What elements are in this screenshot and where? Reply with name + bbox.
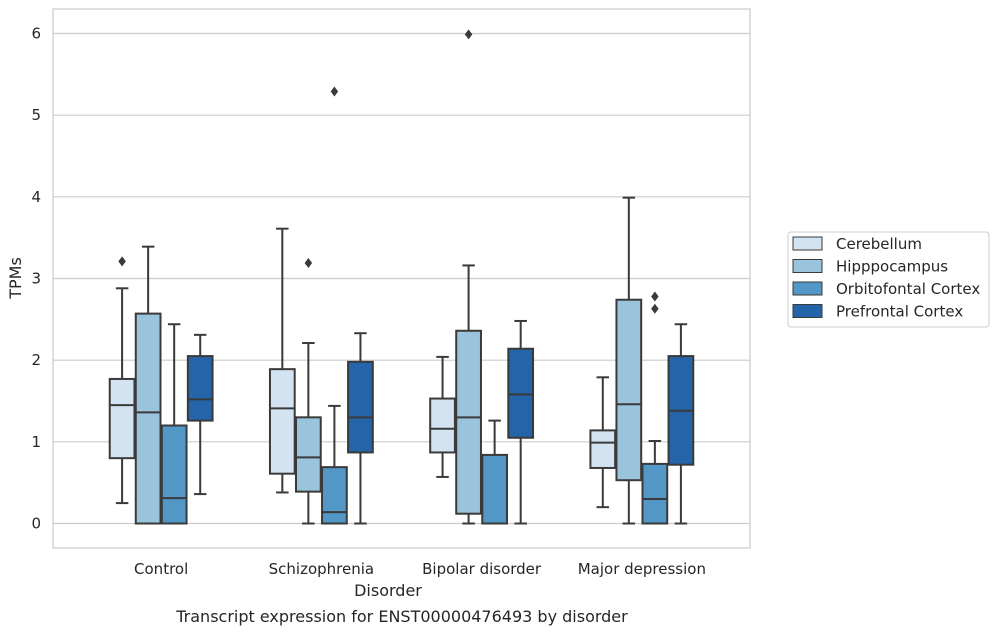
box-iqr (294, 416, 322, 493)
x-axis-ticks: Control Schizophrenia Bipolar disorder Majo… (134, 560, 706, 578)
x-tick-label: Control (134, 560, 188, 578)
box-2-2 (481, 419, 509, 525)
box-iqr (268, 368, 296, 475)
x-axis-label: Disorder (354, 581, 422, 600)
box-3-0 (186, 333, 214, 496)
box-iqr (347, 360, 374, 454)
y-tick-label: 5 (31, 106, 41, 124)
y-tick-label: 4 (31, 188, 41, 206)
legend-label: Hipppocampus (836, 258, 948, 276)
y-tick-label: 3 (31, 270, 41, 288)
outlier-point (304, 257, 313, 268)
chart-caption: Transcript expression for ENST0000047649… (175, 607, 628, 626)
box-iqr (321, 466, 348, 525)
legend-frame (787, 231, 990, 328)
box-2-1 (321, 86, 348, 525)
box-series (108, 29, 695, 525)
x-tick-label: Bipolar disorder (422, 560, 542, 578)
box-0-3 (589, 376, 617, 509)
box-1-2 (455, 29, 482, 525)
plot-area-frame (52, 8, 751, 549)
legend-swatch (792, 281, 823, 296)
legend-label: Orbitofontal Cortex (836, 280, 980, 298)
box-1-1 (294, 257, 322, 525)
y-tick-label: 1 (31, 433, 41, 451)
legend-label: Cerebellum (836, 235, 922, 253)
box-3-2 (507, 319, 535, 525)
box-2-3 (641, 291, 669, 525)
legend-label: Prefrontal Cortex (836, 303, 963, 321)
y-tick-label: 2 (31, 351, 41, 369)
box-iqr (615, 298, 643, 482)
box-iqr (481, 453, 509, 525)
legend-swatch (792, 236, 823, 251)
y-axis-ticks: 0 1 2 3 4 5 6 (31, 25, 41, 533)
box-iqr (507, 347, 535, 439)
box-iqr (429, 397, 456, 454)
box-3-3 (667, 323, 695, 525)
x-tick-label: Schizophrenia (269, 560, 374, 578)
box-0-1 (268, 227, 296, 494)
box-iqr (589, 429, 617, 469)
box-iqr (641, 462, 669, 525)
legend: Cerebellum Hipppocampus Orbitofontal Corte… (787, 231, 990, 328)
box-iqr (134, 312, 162, 525)
outlier-point (330, 86, 339, 97)
y-axis-label: TPMs (6, 257, 25, 300)
y-tick-label: 0 (31, 515, 41, 533)
outlier-point (464, 29, 473, 40)
box-iqr (108, 377, 136, 460)
outlier-point (651, 291, 659, 302)
box-3-1 (347, 332, 374, 525)
legend-swatch (792, 259, 823, 273)
outlier-point (651, 303, 659, 314)
box-iqr (455, 329, 482, 515)
box-iqr (160, 424, 188, 525)
box-1-3 (615, 196, 643, 525)
box-2-0 (160, 323, 188, 525)
outlier-point (118, 256, 126, 267)
box-iqr (186, 355, 214, 422)
box-0-2 (429, 355, 456, 478)
x-tick-label: Major depression (578, 560, 706, 578)
y-tick-label: 6 (31, 25, 41, 43)
box-0-0 (108, 256, 136, 505)
legend-swatch (792, 304, 823, 318)
box-1-0 (134, 245, 162, 525)
